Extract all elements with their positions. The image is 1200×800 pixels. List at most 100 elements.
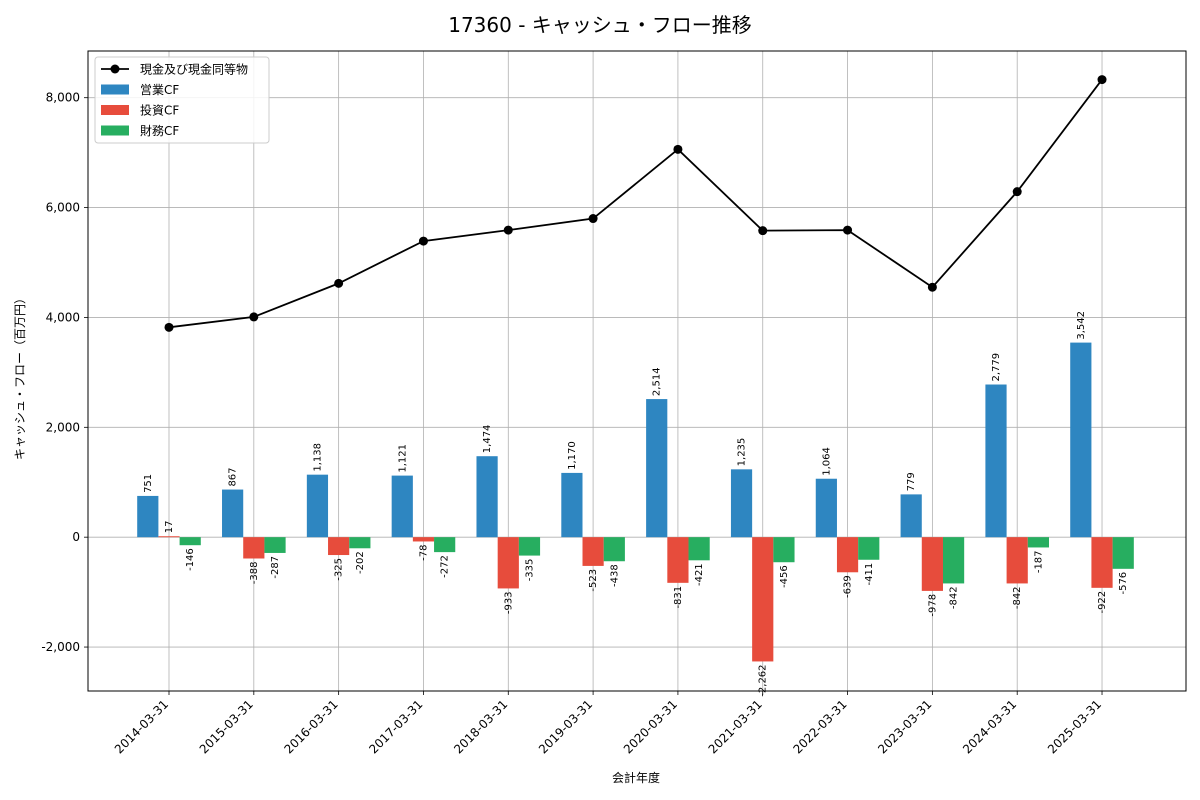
bar-investing <box>497 537 519 589</box>
bar-investing <box>243 537 265 559</box>
bar-investing <box>412 537 435 542</box>
y-tick-label: 2,000 <box>46 420 80 434</box>
cash-equivalents-point <box>758 226 768 236</box>
bars-layer <box>137 342 1134 662</box>
bar-data-label: 1,474 <box>482 425 493 454</box>
bar-data-label: -411 <box>864 563 875 586</box>
x-tick-label: 2014-03-31 <box>112 697 171 756</box>
y-tick-label: 6,000 <box>46 201 80 215</box>
bar-data-label: 1,235 <box>737 438 748 467</box>
bar-data-label: -639 <box>843 575 854 598</box>
bar-financing <box>518 537 541 556</box>
ticks-layer: -2,000 0 2,000 4,000 6,000 8,000 2014-03-31 201… <box>41 91 1104 757</box>
bar-data-label: -287 <box>270 556 281 579</box>
x-tick-label: 2020-03-31 <box>621 697 680 756</box>
bar-operating <box>900 494 922 538</box>
cash-equivalents-line <box>168 79 1103 329</box>
bar-investing <box>1091 537 1113 588</box>
bar-financing <box>264 537 286 553</box>
y-tick-label: -2,000 <box>41 640 80 654</box>
bar-data-label: -2,262 <box>758 664 769 696</box>
bar-data-label: -438 <box>609 564 620 587</box>
bar-data-label: -842 <box>1012 586 1023 609</box>
legend-label: 営業CF <box>140 83 179 97</box>
bar-financing <box>688 537 710 561</box>
cash-equivalents-point <box>843 225 853 235</box>
cash-equivalents-point <box>1097 75 1107 85</box>
bar-data-label: -978 <box>927 594 938 617</box>
x-tick-label: 2024-03-31 <box>960 697 1019 756</box>
bar-operating <box>561 472 583 538</box>
x-tick-label: 2021-03-31 <box>706 697 765 756</box>
bar-operating <box>222 489 244 538</box>
bar-financing <box>773 537 795 563</box>
cash-equivalents-point <box>1012 187 1022 197</box>
data-labels-layer: 751 867 1,138 1,121 1,474 1,170 2,514 1,235 1,06… <box>143 311 1129 697</box>
y-tick-label: 4,000 <box>46 310 80 324</box>
bar-data-label: 2,514 <box>652 367 663 396</box>
cash-equivalents-point <box>334 278 344 288</box>
bar-operating <box>306 474 329 538</box>
bar-data-label: -272 <box>440 555 451 578</box>
y-axis-title: キャッシュ・フロー（百万円） <box>13 292 27 460</box>
bar-investing <box>752 537 774 662</box>
bar-data-label: 17 <box>164 521 175 534</box>
bar-investing <box>667 537 689 583</box>
bar-data-label: 1,064 <box>821 447 832 476</box>
legend-label: 現金及び現金同等物 <box>140 62 248 77</box>
bar-data-label: -456 <box>779 565 790 588</box>
bar-financing <box>434 537 456 553</box>
bar-operating <box>476 456 498 538</box>
bar-data-label: -922 <box>1097 591 1108 614</box>
chart-title: 17360 - キャッシュ・フロー推移 <box>448 13 752 37</box>
bar-data-label: 2,779 <box>991 353 1002 382</box>
y-tick-label: 0 <box>72 530 80 544</box>
bar-data-label: -842 <box>949 586 960 609</box>
bar-financing <box>942 537 965 584</box>
bar-investing <box>1006 537 1028 584</box>
legend-bar-swatch <box>101 84 129 95</box>
bar-investing <box>158 536 180 538</box>
legend-label: 財務CF <box>140 123 179 138</box>
bar-financing <box>179 537 201 546</box>
line-layer <box>164 75 1107 332</box>
bar-data-label: -421 <box>694 563 705 586</box>
bar-operating <box>1070 342 1092 538</box>
bar-data-label: 867 <box>228 467 239 486</box>
cash-equivalents-point <box>673 144 683 154</box>
legend-marker-swatch <box>110 64 120 74</box>
bar-data-label: 779 <box>906 472 917 491</box>
x-tick-label: 2017-03-31 <box>366 697 425 756</box>
bar-data-label: -335 <box>524 559 535 582</box>
bar-financing <box>858 537 880 560</box>
bar-investing <box>582 537 604 566</box>
bar-data-label: -325 <box>334 558 345 581</box>
x-tick-label: 2015-03-31 <box>197 697 256 756</box>
bar-data-label: -146 <box>185 548 196 571</box>
x-tick-label: 2023-03-31 <box>875 697 934 756</box>
bar-data-label: -388 <box>249 561 260 584</box>
bar-investing <box>836 537 859 573</box>
bar-operating <box>985 384 1007 538</box>
x-tick-label: 2022-03-31 <box>790 697 849 756</box>
bar-data-label: -78 <box>418 544 429 560</box>
bar-data-label: 751 <box>143 474 154 493</box>
bar-operating <box>815 478 837 538</box>
bar-investing <box>921 537 943 591</box>
bar-data-label: -831 <box>673 586 684 609</box>
cash-equivalents-point <box>927 282 937 292</box>
cash-equivalents-point <box>164 322 174 332</box>
bar-data-label: -202 <box>355 551 366 574</box>
bar-investing <box>328 537 350 556</box>
x-tick-label: 2016-03-31 <box>282 697 341 756</box>
cash-equivalents-point <box>249 312 259 322</box>
bar-operating <box>391 475 413 538</box>
legend-bar-swatch <box>101 105 129 115</box>
legend-box <box>94 56 270 144</box>
bar-data-label: 1,121 <box>397 444 408 473</box>
bar-operating <box>137 495 159 538</box>
cash-equivalents-point <box>418 236 428 246</box>
bar-financing <box>1112 537 1134 569</box>
legend-bar-swatch <box>101 125 129 136</box>
